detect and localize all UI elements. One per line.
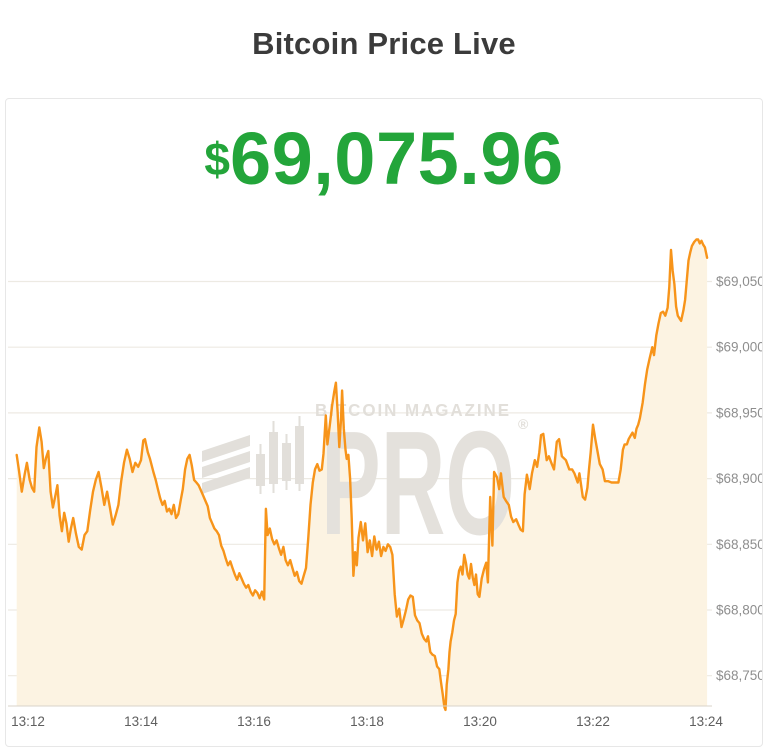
logo-stripe <box>202 467 250 494</box>
y-axis-tick-label: $68,800 <box>716 603 762 618</box>
watermark-text-line1: BITCOIN MAGAZINE <box>315 400 511 420</box>
y-axis-tick-label: $68,850 <box>716 537 762 552</box>
watermark-registered-mark: ® <box>518 416 529 432</box>
price-chart-svg: BITCOIN MAGAZINE PRO ® 13:12 13:14 13:16 13… <box>8 238 765 729</box>
y-axis-tick-label: $68,950 <box>716 405 762 420</box>
x-axis-labels: 13:12 13:14 13:16 13:18 13:20 13:22 13:24 <box>11 714 723 729</box>
price-value: 69,075.96 <box>229 117 564 200</box>
logo-stripe <box>202 435 250 462</box>
bitcoin-magazine-pro-watermark: BITCOIN MAGAZINE PRO ® <box>202 400 529 566</box>
bitcoin-magazine-pro-logo-icon <box>202 416 304 494</box>
y-axis-tick-label: $69,050 <box>716 274 762 289</box>
x-axis-tick-label: 13:22 <box>576 714 610 729</box>
y-axis-labels: $69,050 $69,000 $68,950 $68,900 $68,850 $68,8… <box>716 274 765 683</box>
live-price: $69,075.96 <box>6 120 762 198</box>
price-chart-card: $69,075.96 BITCOIN MAG <box>5 98 765 747</box>
x-axis-tick-label: 13:24 <box>689 714 723 729</box>
page-title: Bitcoin Price Live <box>252 26 516 61</box>
price-chart: BITCOIN MAGAZINE PRO ® 13:12 13:14 13:16 13… <box>6 229 765 739</box>
candle-body <box>256 454 265 486</box>
price-line <box>15 238 709 712</box>
price-currency-symbol: $ <box>204 133 230 185</box>
candle-body <box>282 443 291 481</box>
y-axis-tick-label: $68,900 <box>716 471 762 486</box>
x-axis-tick-label: 13:18 <box>350 714 384 729</box>
x-axis-tick-label: 13:20 <box>463 714 497 729</box>
price-line-layer <box>15 238 709 712</box>
candle-body <box>295 426 304 484</box>
x-axis-tick-label: 13:14 <box>124 714 158 729</box>
x-axis-tick-label: 13:12 <box>11 714 45 729</box>
area-fill-layer <box>16 239 708 710</box>
y-axis-tick-label: $68,750 <box>716 668 762 683</box>
x-axis-tick-label: 13:16 <box>237 714 271 729</box>
candle-body <box>269 432 278 484</box>
logo-stripe <box>202 451 250 478</box>
y-axis-tick-label: $69,000 <box>716 340 762 355</box>
price-area-fill <box>16 239 708 710</box>
